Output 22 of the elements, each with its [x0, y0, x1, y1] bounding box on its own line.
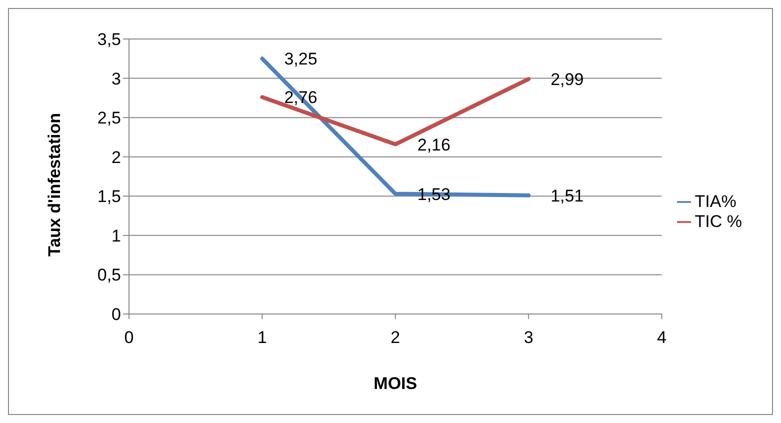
y-axis-title: Taux d'infestation	[45, 112, 64, 256]
y-tick-label: 3	[112, 69, 121, 88]
y-tick-label: 2	[112, 148, 121, 167]
x-axis-title: MOIS	[374, 374, 418, 393]
x-tick-label: 4	[657, 328, 666, 348]
legend-label: TIC %	[694, 212, 742, 230]
data-label: 1,53	[417, 184, 450, 204]
y-tick-label: 3,5	[97, 30, 121, 50]
y-tick-label: 0	[112, 305, 121, 324]
x-tick-label: 0	[124, 328, 134, 348]
y-tick-label: 0,5	[97, 266, 121, 285]
data-label: 1,51	[550, 186, 584, 206]
y-tick-label: 1,5	[97, 187, 121, 206]
y-tick-label: 2,5	[97, 108, 121, 128]
y-tick-label: 1	[112, 226, 121, 246]
x-tick-label: 3	[524, 328, 534, 348]
x-tick-label: 1	[257, 328, 267, 348]
data-label: 3,25	[284, 50, 318, 69]
legend-label: TIA%	[694, 192, 736, 210]
x-tick-label: 2	[390, 328, 400, 348]
data-label: 2,99	[550, 70, 584, 90]
data-label: 2,16	[417, 135, 450, 154]
